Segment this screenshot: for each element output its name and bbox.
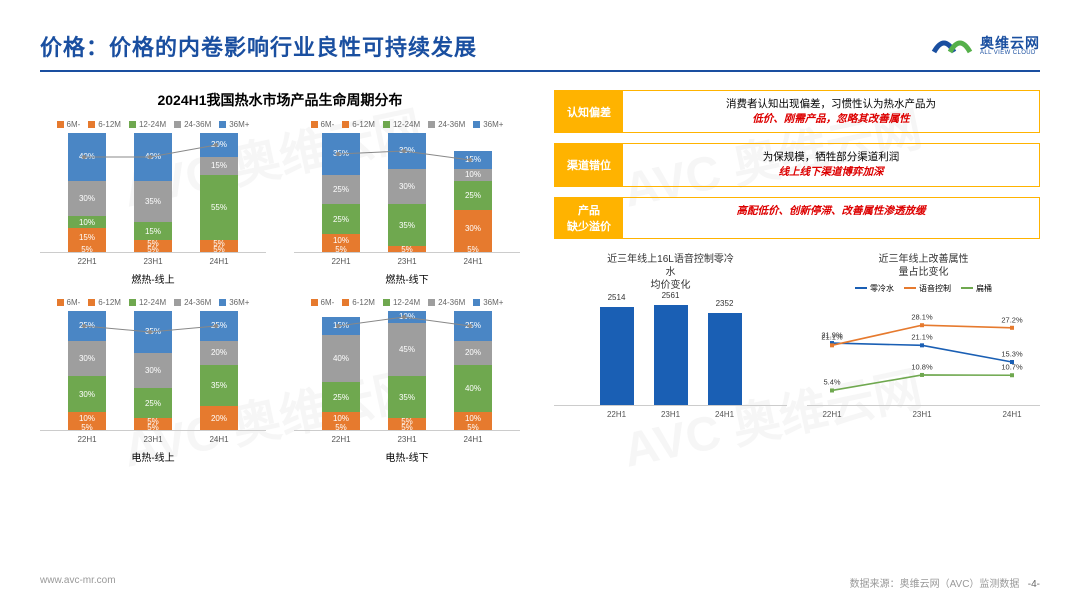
page-title: 价格：价格的内卷影响行业良性可持续发展 bbox=[40, 30, 477, 62]
mini-line-legend: 零冷水语音控制扁桶 bbox=[807, 283, 1040, 294]
mini-bar-chart: 近三年线上16L语音控制零冷 水 均价变化 251422H1256123H123… bbox=[554, 253, 787, 406]
logo-en: ALL VIEW CLOUD bbox=[980, 50, 1040, 56]
header: 价格：价格的内卷影响行业良性可持续发展 奥维云网 ALL VIEW CLOUD bbox=[40, 30, 1040, 72]
stacked-chart-grid: 6M-6-12M12-24M24-36M36M+5%15%10%30%40%22… bbox=[40, 120, 520, 464]
mini-line-title: 近三年线上改善属性 量占比变化 bbox=[807, 253, 1040, 279]
page-number: -4- bbox=[1028, 579, 1040, 590]
logo-icon bbox=[930, 32, 974, 60]
left-chart-title: 2024H1我国热水市场产品生命周期分布 bbox=[40, 90, 520, 110]
logo: 奥维云网 ALL VIEW CLOUD bbox=[930, 32, 1040, 60]
footer-source: 数据来源：奥维云网（AVC）监测数据 bbox=[850, 579, 1020, 590]
footer: www.avc-mr.com 数据来源：奥维云网（AVC）监测数据 -4- bbox=[40, 575, 1040, 590]
mini-line-chart: 近三年线上改善属性 量占比变化 零冷水语音控制扁桶 21.9%21.1%15.3… bbox=[807, 253, 1040, 406]
tag-list: 认知偏差消费者认知出现偏差，习惯性认为热水产品为低价、刚需产品，忽略其改善属性渠… bbox=[554, 90, 1040, 239]
logo-cn: 奥维云网 bbox=[980, 36, 1040, 50]
mini-bar-title: 近三年线上16L语音控制零冷 水 均价变化 bbox=[554, 253, 787, 292]
footer-url: www.avc-mr.com bbox=[40, 575, 116, 590]
